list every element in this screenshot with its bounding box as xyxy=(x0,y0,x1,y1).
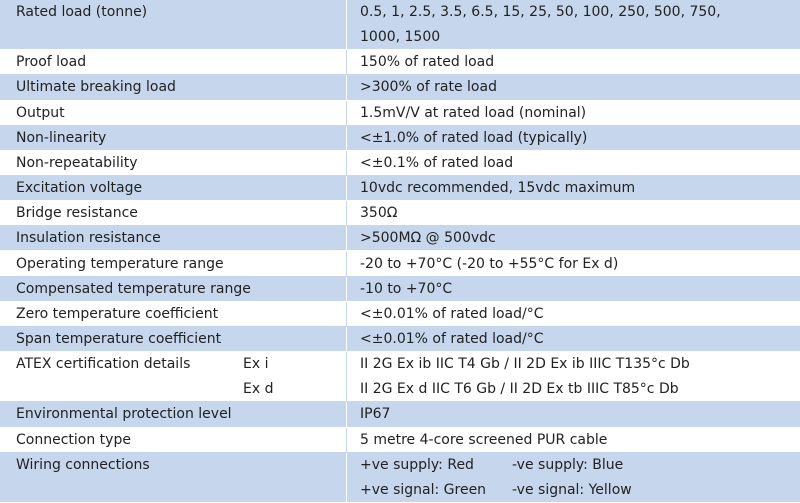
value-cell: -20 to +70°C (-20 to +55°C for Ex d) xyxy=(348,252,800,276)
value-cell: <±0.01% of rated load/°C xyxy=(348,327,800,351)
row-label: Insulation resistance xyxy=(16,230,161,247)
row-label: Compensated temperature range xyxy=(16,280,251,297)
row-value: +ve signal: Green xyxy=(360,481,487,498)
label-cell: Environmental protection level xyxy=(0,402,347,427)
value-cell: 150% of rated load xyxy=(348,50,800,74)
row-value: 150% of rated load xyxy=(360,54,495,71)
row-value: -20 to +70°C (-20 to +55°C for Ex d) xyxy=(360,255,619,272)
row-value: +ve supply: Red xyxy=(360,456,474,473)
row-sublabel: Ex d xyxy=(243,381,274,398)
row-label: Wiring connections xyxy=(16,456,150,473)
row-label: Rated load (tonne) xyxy=(16,4,148,20)
row-value: II 2G Ex d IIC T6 Gb / II 2D Ex tb IIIC … xyxy=(360,381,679,398)
row-value: -ve supply: Blue xyxy=(512,456,624,473)
label-cell: ATEX certification details Ex i Ex d xyxy=(0,352,347,402)
table-row: Rated load (tonne) 0.5, 1, 2.5, 3.5, 6.5,… xyxy=(0,0,800,51)
value-cell: -10 to +70°C xyxy=(348,277,800,301)
row-label: Proof load xyxy=(16,54,87,71)
table-row: Ultimate breaking load >300% of rate load xyxy=(0,75,800,101)
row-label: Span temperature coefficient xyxy=(16,330,222,347)
row-value: -10 to +70°C xyxy=(360,280,453,297)
label-cell: Compensated temperature range xyxy=(0,276,347,301)
row-value: >300% of rate load xyxy=(360,79,497,96)
row-value: II 2G Ex ib IIC T4 Gb / II 2D Ex ib IIIC… xyxy=(360,356,690,373)
row-value: 350Ω xyxy=(360,205,398,222)
row-sublabel: Ex i xyxy=(243,356,269,373)
label-cell: Proof load xyxy=(0,50,347,75)
label-cell: Connection type xyxy=(0,427,347,452)
row-label: Output xyxy=(16,104,65,121)
table-row: Excitation voltage 10vdc recommended, 15v… xyxy=(0,176,800,202)
label-cell: Rated load (tonne) xyxy=(0,0,347,50)
label-cell: Ultimate breaking load xyxy=(0,75,347,100)
row-value: <±0.1% of rated load xyxy=(360,154,514,171)
row-value: 5 metre 4-core screened PUR cable xyxy=(360,431,608,448)
value-cell: 0.5, 1, 2.5, 3.5, 6.5, 15, 25, 50, 100, … xyxy=(348,0,800,49)
row-value: 1000, 1500 xyxy=(360,29,441,46)
value-cell: +ve supply: Red -ve supply: Blue +ve signa… xyxy=(348,453,800,502)
row-label: Environmental protection level xyxy=(16,406,232,423)
label-cell: Bridge resistance xyxy=(0,201,347,226)
table-row: Operating temperature range -20 to +70°C … xyxy=(0,251,800,277)
label-cell: Insulation resistance xyxy=(0,226,347,251)
label-cell: Non-repeatability xyxy=(0,150,347,176)
value-cell: <±0.1% of rated load xyxy=(348,151,800,175)
row-label: Ultimate breaking load xyxy=(16,79,176,96)
table-row: Bridge resistance 350Ω xyxy=(0,201,800,227)
label-cell: Wiring connections xyxy=(0,452,347,502)
value-cell: 350Ω xyxy=(348,201,800,225)
value-cell: >300% of rate load xyxy=(348,75,800,99)
row-label: Connection type xyxy=(16,431,131,448)
value-cell: >500MΩ @ 500vdc xyxy=(348,226,800,250)
table-row: Connection type 5 metre 4-core screened P… xyxy=(0,427,800,453)
row-value: <±0.01% of rated load/°C xyxy=(360,330,544,347)
table-row: Proof load 150% of rated load xyxy=(0,50,800,76)
row-value: <±0.01% of rated load/°C xyxy=(360,305,544,322)
table-row: Compensated temperature range -10 to +70°… xyxy=(0,276,800,302)
row-label: Non-linearity xyxy=(16,129,107,146)
table-row: ATEX certification details Ex i Ex d II 2G … xyxy=(0,352,800,403)
row-value: -ve signal: Yellow xyxy=(512,481,632,498)
value-cell: <±0.01% of rated load/°C xyxy=(348,302,800,326)
table-row: Non-repeatability <±0.1% of rated load xyxy=(0,150,800,177)
label-cell: Excitation voltage xyxy=(0,176,347,201)
table-row: Output 1.5mV/V at rated load (nominal) xyxy=(0,100,800,126)
row-value: 10vdc recommended, 15vdc maximum xyxy=(360,180,636,197)
row-label: Bridge resistance xyxy=(16,205,138,222)
value-cell: 10vdc recommended, 15vdc maximum xyxy=(348,176,800,200)
value-cell: 5 metre 4-core screened PUR cable xyxy=(348,428,800,452)
row-value: >500MΩ @ 500vdc xyxy=(360,230,496,247)
table-row: Environmental protection level IP67 xyxy=(0,402,800,428)
row-value: <±1.0% of rated load (typically) xyxy=(360,129,588,146)
label-cell: Non-linearity xyxy=(0,125,347,150)
row-value: IP67 xyxy=(360,406,391,423)
row-label: Operating temperature range xyxy=(16,255,224,272)
label-cell: Operating temperature range xyxy=(0,251,347,276)
table-row: Non-linearity <±1.0% of rated load (typic… xyxy=(0,125,800,151)
row-label: ATEX certification details xyxy=(16,356,191,373)
label-cell: Output xyxy=(0,100,347,125)
value-cell: <±1.0% of rated load (typically) xyxy=(348,126,800,150)
row-value: 1.5mV/V at rated load (nominal) xyxy=(360,104,587,121)
label-cell: Zero temperature coefficient xyxy=(0,301,347,326)
row-label: Non-repeatability xyxy=(16,154,138,171)
label-cell: Span temperature coefficient xyxy=(0,326,347,352)
table-row: Insulation resistance >500MΩ @ 500vdc xyxy=(0,226,800,252)
row-label: Excitation voltage xyxy=(16,180,143,197)
row-value: 0.5, 1, 2.5, 3.5, 6.5, 15, 25, 50, 100, … xyxy=(360,4,721,20)
table-row: Wiring connections +ve supply: Red -ve sup… xyxy=(0,452,800,503)
table-row: Zero temperature coefficient <±0.01% of r… xyxy=(0,301,800,327)
table-row: Span temperature coefficient <±0.01% of r… xyxy=(0,326,800,353)
value-cell: IP67 xyxy=(348,402,800,426)
value-cell: 1.5mV/V at rated load (nominal) xyxy=(348,101,800,125)
row-label: Zero temperature coefficient xyxy=(16,305,219,322)
value-cell: II 2G Ex ib IIC T4 Gb / II 2D Ex ib IIIC… xyxy=(348,352,800,401)
